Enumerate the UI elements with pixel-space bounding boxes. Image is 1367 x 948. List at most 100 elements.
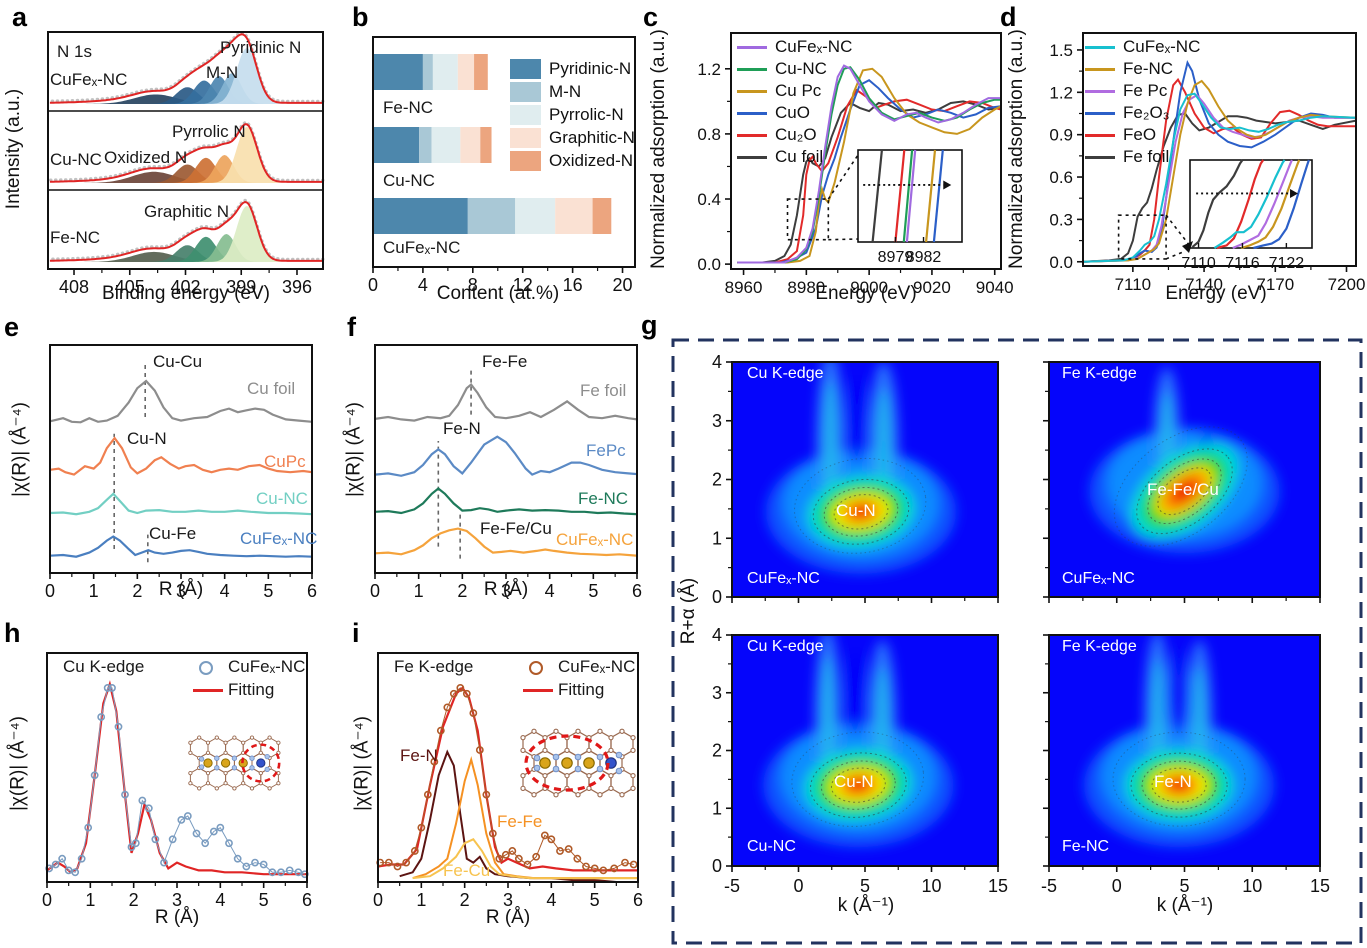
a-x-axis-label: Binding energy (eV) bbox=[102, 283, 270, 304]
data-point bbox=[556, 847, 564, 855]
arrow-icon bbox=[1182, 241, 1193, 253]
x-tick-label: 12 bbox=[513, 275, 533, 295]
inset-line bbox=[894, 149, 906, 243]
x-tick-label: 3 bbox=[172, 890, 182, 910]
bar-segment bbox=[515, 198, 556, 234]
f-x-axis-label: R (Å) bbox=[483, 579, 529, 600]
legend-item: Cu₂O bbox=[737, 124, 852, 146]
e-series-label: Cu-NC bbox=[256, 489, 308, 508]
x-tick-label: 3 bbox=[503, 890, 513, 910]
i-legend-data-label: CuFeₓ-NC bbox=[558, 657, 636, 676]
data-point bbox=[610, 864, 619, 873]
data-point bbox=[151, 835, 160, 844]
xps-component bbox=[49, 127, 324, 183]
e-bond-label: Cu-Fe bbox=[149, 524, 197, 543]
data-point bbox=[97, 713, 106, 721]
component-Fe-N bbox=[399, 749, 638, 883]
g-bond-label: Fe-Fe/Cu bbox=[1147, 480, 1219, 499]
bar-segment bbox=[480, 127, 492, 163]
data-point bbox=[77, 854, 86, 863]
legend-item: Cu foil bbox=[737, 146, 852, 168]
legend-item: Fe-NC bbox=[1085, 58, 1200, 80]
x-tick-label: 0 bbox=[1112, 876, 1122, 896]
x-tick-label: 402 bbox=[170, 277, 200, 297]
g-edge-label: Fe K-edge bbox=[1062, 638, 1137, 655]
panel-letter-c: c bbox=[643, 2, 659, 32]
legend-swatch bbox=[1085, 45, 1115, 49]
panel-h-chart: 0 1 2 3 4 5 6 bbox=[42, 652, 312, 910]
x-tick-label: 15 bbox=[1310, 876, 1330, 896]
b-legend: Pyridinic-N M-N Pyrrolic-N Graphitic-N Oxidi… bbox=[510, 57, 635, 172]
x-tick-label: 8980 bbox=[787, 278, 825, 297]
data-point bbox=[114, 722, 123, 731]
h-title: Cu K-edge bbox=[63, 657, 145, 676]
legend-item: CuFeₓ-NC bbox=[737, 36, 852, 58]
nitrogen-atom-icon bbox=[533, 764, 541, 772]
series-Cu-NC bbox=[49, 492, 313, 516]
x-tick-label: 9000 bbox=[850, 278, 888, 297]
inset-line bbox=[902, 149, 914, 243]
legend-label: Fe foil bbox=[1123, 147, 1170, 166]
x-tick-label: 2 bbox=[132, 581, 142, 601]
data-point bbox=[201, 839, 210, 848]
x-tick-label: 1 bbox=[89, 581, 99, 601]
x-tick-label: 5 bbox=[588, 581, 598, 601]
data-point bbox=[501, 850, 510, 859]
data-point bbox=[430, 757, 439, 766]
f-series-label: CuFeₓ-NC bbox=[556, 530, 634, 549]
legend-item: CuFeₓ-NC bbox=[1085, 36, 1200, 58]
data-point bbox=[540, 831, 549, 840]
series-Cu Pc bbox=[737, 67, 1002, 264]
legend-label: Fe Pc bbox=[1123, 81, 1168, 100]
data-point bbox=[103, 684, 112, 692]
bar-segment bbox=[422, 54, 433, 90]
f-bond-label: Fe-Fe/Cu bbox=[480, 519, 552, 538]
nitrogen-atom-icon bbox=[231, 755, 238, 761]
inset-line bbox=[1253, 159, 1310, 250]
data-point bbox=[294, 868, 303, 877]
g-y-axis-label: R+α (Å) bbox=[678, 577, 699, 645]
x-tick-label: 4 bbox=[220, 581, 230, 601]
data-point bbox=[131, 839, 140, 848]
nitrogen-atom-icon bbox=[249, 755, 255, 761]
series-CuFeₓ-NC bbox=[49, 535, 313, 558]
legend-swatch bbox=[510, 150, 541, 171]
series-CuO bbox=[737, 79, 1002, 264]
bar-segment bbox=[457, 54, 475, 90]
data-point bbox=[573, 854, 582, 863]
i-component-label: Fe-Fe bbox=[497, 812, 543, 831]
data-point bbox=[160, 858, 168, 867]
y-tick-label: 1 bbox=[712, 528, 722, 548]
g-edge-label: Fe K-edge bbox=[1062, 365, 1137, 382]
a-sample-label: Cu-NC bbox=[50, 150, 102, 169]
legend-label: CuFeₓ-NC bbox=[1123, 37, 1201, 56]
data-point bbox=[51, 860, 60, 869]
legend-swatch bbox=[1085, 67, 1115, 71]
measured-data bbox=[48, 31, 325, 103]
data-point bbox=[192, 829, 201, 838]
legend-swatch bbox=[1085, 133, 1115, 137]
y-tick-label: 1 bbox=[712, 798, 722, 818]
data-point bbox=[547, 835, 556, 844]
x-tick-label: 0 bbox=[793, 876, 803, 896]
data-line bbox=[48, 687, 305, 875]
b-bar-label: Fe-NC bbox=[383, 98, 434, 117]
x-tick-label: 7140 bbox=[1185, 275, 1223, 294]
panel-f-chart: 0 1 2 3 4 5 6 bbox=[370, 344, 642, 601]
x-tick-label: 5 bbox=[590, 890, 600, 910]
b-bar-label: Cu-NC bbox=[383, 171, 435, 190]
inset-line bbox=[932, 149, 944, 243]
g-sample-label: CuFeₓ-NC bbox=[1062, 570, 1135, 587]
metal-atom-icon bbox=[539, 757, 551, 769]
x-tick-label: 5 bbox=[1179, 876, 1189, 896]
a-sample-label: CuFeₓ-NC bbox=[50, 70, 128, 89]
bar-segment bbox=[373, 54, 423, 90]
g-x-axis-label-left: k (Å⁻¹) bbox=[837, 895, 895, 916]
y-tick-label: 4 bbox=[712, 625, 722, 645]
y-tick-label: 0.0 bbox=[697, 255, 721, 274]
molecular-structure-inset bbox=[188, 735, 281, 791]
y-tick-label: 0.3 bbox=[1049, 210, 1073, 229]
x-tick-label: 10 bbox=[921, 876, 941, 896]
measured-data bbox=[48, 121, 325, 182]
